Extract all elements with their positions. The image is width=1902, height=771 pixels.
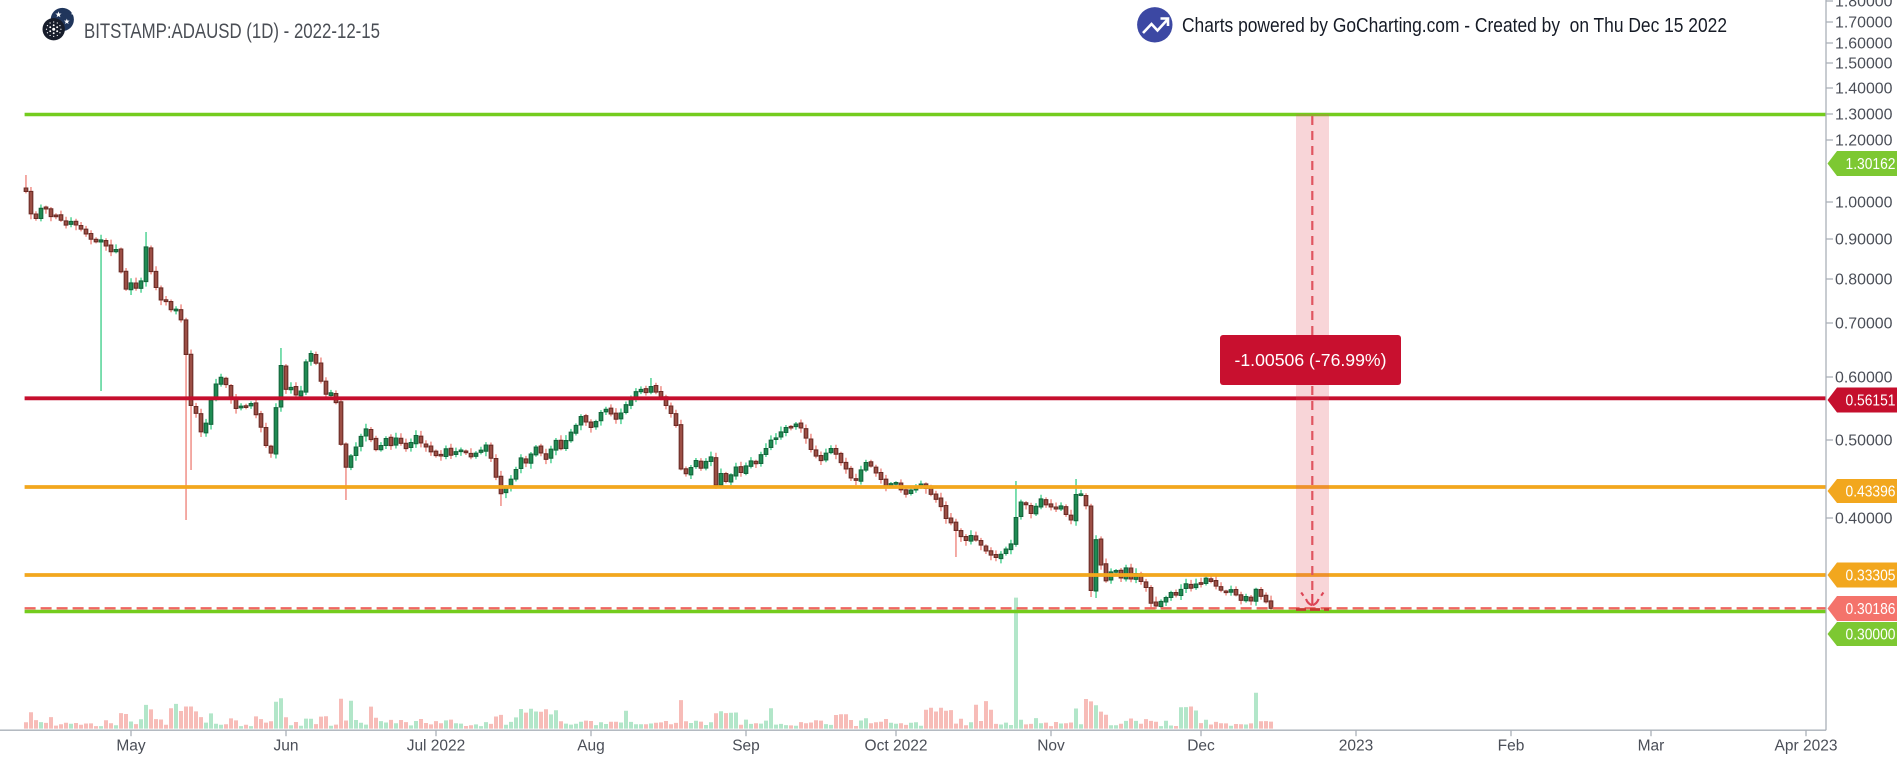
svg-text:2023: 2023 [1339,738,1373,755]
svg-text:0.33305: 0.33305 [1846,568,1896,585]
svg-text:1.40000: 1.40000 [1835,81,1893,98]
svg-text:Sep: Sep [732,738,760,755]
svg-text:Dec: Dec [1187,738,1215,755]
svg-text:1.70000: 1.70000 [1835,15,1893,32]
svg-text:1.50000: 1.50000 [1835,56,1893,73]
svg-text:0.30186: 0.30186 [1846,601,1896,618]
svg-text:1.60000: 1.60000 [1835,36,1893,53]
svg-text:0.90000: 0.90000 [1835,232,1893,249]
svg-text:1.20000: 1.20000 [1835,133,1893,150]
svg-text:Feb: Feb [1498,738,1525,755]
svg-text:0.43396: 0.43396 [1846,484,1896,501]
svg-text:Charts powered by GoCharting.c: Charts powered by GoCharting.com - Creat… [1182,15,1727,37]
svg-text:Apr 2023: Apr 2023 [1775,738,1838,755]
svg-text:-1.00506 (-76.99%): -1.00506 (-76.99%) [1235,350,1387,370]
svg-text:0.56151: 0.56151 [1846,393,1896,410]
svg-text:0.50000: 0.50000 [1835,433,1893,450]
svg-text:Nov: Nov [1037,738,1065,755]
svg-text:0.30000: 0.30000 [1846,627,1896,644]
svg-text:Jun: Jun [274,738,299,755]
svg-text:1.00000: 1.00000 [1835,195,1893,212]
svg-text:BITSTAMP:ADAUSD (1D) - 2022-12: BITSTAMP:ADAUSD (1D) - 2022-12-15 [84,20,380,43]
svg-text:1.30000: 1.30000 [1835,107,1893,124]
svg-text:0.40000: 0.40000 [1835,511,1893,528]
svg-text:Oct 2022: Oct 2022 [865,738,928,755]
svg-text:May: May [116,738,146,755]
svg-text:1.80000: 1.80000 [1835,0,1893,11]
svg-text:0.70000: 0.70000 [1835,316,1893,333]
svg-text:1.30162: 1.30162 [1846,156,1896,173]
svg-text:Jul 2022: Jul 2022 [407,738,466,755]
svg-text:0.60000: 0.60000 [1835,370,1893,387]
svg-text:0.80000: 0.80000 [1835,272,1893,289]
svg-text:Aug: Aug [577,738,605,755]
svg-text:Mar: Mar [1638,738,1665,755]
